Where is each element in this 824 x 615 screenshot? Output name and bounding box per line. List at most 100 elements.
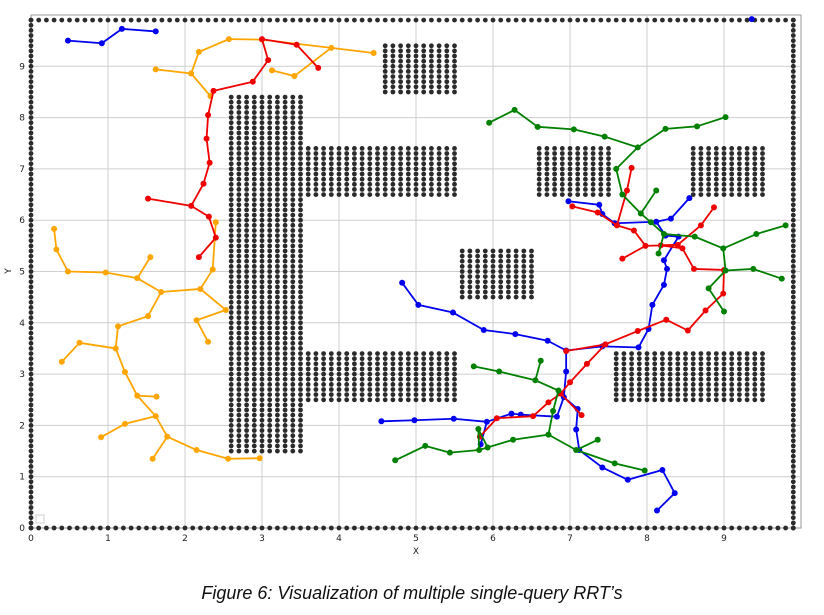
obstacle-point [667, 397, 673, 403]
obstacle-point [713, 176, 719, 182]
obstacle-point [28, 187, 34, 192]
obstacle-point [744, 392, 750, 397]
obstacle-point [282, 212, 288, 218]
obstacle-point [275, 212, 280, 218]
obstacle-point [760, 146, 765, 151]
obstacle-point [282, 115, 288, 120]
obstacle-point [275, 423, 280, 428]
obstacle-point [513, 253, 519, 259]
obstacle-point [690, 166, 696, 172]
obstacle-point [790, 125, 796, 131]
obstacle-point [282, 438, 288, 444]
obstacle-point [290, 120, 296, 126]
obstacle-point [275, 525, 280, 531]
obstacle-point [660, 17, 665, 23]
obstacle-point [359, 151, 365, 156]
obstacle-point [721, 382, 727, 387]
obstacle-point [290, 305, 296, 310]
obstacle-point [236, 438, 242, 444]
obstacle-point [267, 212, 273, 218]
obstacle-point [244, 156, 250, 162]
obstacle-point [744, 371, 750, 377]
obstacle-point [275, 305, 280, 310]
obstacle-point [790, 453, 796, 459]
obstacle-point [251, 120, 257, 126]
obstacle-point [282, 397, 288, 403]
obstacle-point [706, 156, 711, 162]
tree-edge-red [637, 318, 667, 332]
obstacle-point [390, 171, 396, 177]
obstacle-point [336, 146, 342, 151]
obstacle-point [413, 176, 419, 182]
obstacle-point [267, 130, 273, 136]
obstacle-point [737, 192, 742, 198]
obstacle-point [390, 161, 396, 167]
obstacle-point [467, 248, 473, 254]
obstacle-point [382, 192, 388, 198]
obstacle-point [28, 361, 34, 367]
obstacle-point [282, 17, 288, 23]
obstacle-point [552, 176, 557, 182]
obstacle-point [298, 289, 303, 295]
obstacle-point [690, 361, 696, 367]
obstacle-point [28, 305, 34, 310]
obstacle-point [267, 135, 273, 141]
obstacle-point [429, 53, 434, 59]
obstacle-point [436, 58, 442, 64]
obstacle-point [559, 525, 565, 531]
obstacle-point [737, 187, 742, 192]
tree-node-orange [145, 313, 152, 320]
tree-edge-red [665, 318, 689, 332]
obstacle-point [290, 140, 296, 146]
x-tick-label: 3 [259, 534, 265, 544]
obstacle-point [275, 428, 280, 433]
obstacle-point [490, 294, 496, 300]
obstacle-point [290, 392, 296, 397]
obstacle-point [244, 346, 250, 351]
obstacle-point [236, 346, 242, 351]
obstacle-point [282, 376, 288, 382]
obstacle-point [251, 264, 257, 269]
obstacle-point [706, 376, 711, 382]
obstacle-point [652, 366, 658, 372]
obstacle-point [28, 166, 34, 172]
tree-node-green [691, 233, 698, 240]
obstacle-point [282, 264, 288, 269]
obstacle-point [737, 146, 742, 151]
obstacle-point [290, 238, 296, 244]
tree-node-red [259, 36, 265, 43]
obstacle-point [28, 525, 34, 531]
obstacle-point [267, 407, 273, 413]
obstacle-point [236, 222, 242, 228]
obstacle-point [321, 181, 326, 187]
tree-edge-red [295, 44, 319, 69]
obstacle-point [544, 146, 550, 151]
tree-edge-red [261, 38, 270, 61]
obstacle-point [405, 371, 411, 377]
tree-edge-green [707, 287, 725, 313]
obstacle-point [429, 79, 434, 85]
obstacle-point [282, 120, 288, 126]
obstacle-point [321, 392, 326, 397]
obstacle-point [398, 166, 403, 172]
obstacle-point [706, 181, 711, 187]
obstacle-point [444, 361, 450, 367]
obstacle-point [28, 284, 34, 290]
obstacle-point [567, 166, 573, 172]
obstacle-point [790, 407, 796, 413]
obstacle-point [290, 233, 296, 239]
obstacle-point [290, 423, 296, 428]
obstacle-point [690, 156, 696, 162]
obstacle-point [444, 89, 450, 95]
obstacle-point [690, 366, 696, 372]
obstacle-point [313, 371, 319, 377]
obstacle-point [737, 161, 742, 167]
obstacle-point [706, 146, 711, 151]
obstacle-point [359, 146, 365, 151]
obstacle-point [452, 366, 457, 372]
obstacle-point [236, 228, 242, 233]
obstacle-point [598, 166, 604, 172]
obstacle-point [228, 181, 234, 187]
obstacle-point [475, 525, 480, 531]
obstacle-point [737, 376, 742, 382]
